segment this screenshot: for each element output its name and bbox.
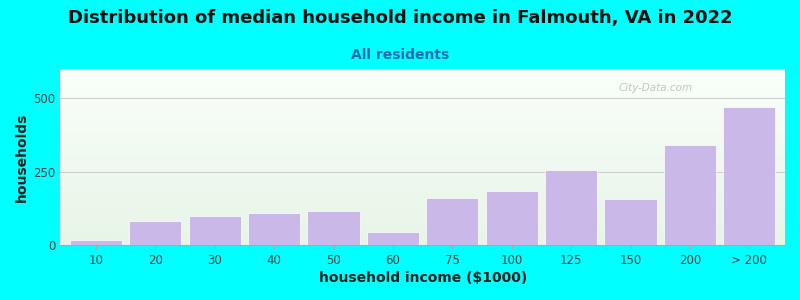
Text: All residents: All residents — [351, 48, 449, 62]
Bar — [248, 213, 300, 245]
Text: Distribution of median household income in Falmouth, VA in 2022: Distribution of median household income … — [68, 9, 732, 27]
Bar — [426, 198, 478, 245]
X-axis label: household income ($1000): household income ($1000) — [318, 271, 526, 285]
Bar — [189, 215, 241, 245]
Bar — [366, 232, 419, 245]
Bar — [486, 190, 538, 245]
Y-axis label: households: households — [15, 112, 29, 202]
Bar — [605, 200, 657, 245]
Bar — [307, 211, 360, 245]
Text: City-Data.com: City-Data.com — [618, 83, 693, 93]
Bar — [545, 170, 598, 245]
Bar — [129, 221, 182, 245]
Bar — [70, 240, 122, 245]
Bar — [664, 145, 716, 245]
Bar — [723, 107, 775, 245]
